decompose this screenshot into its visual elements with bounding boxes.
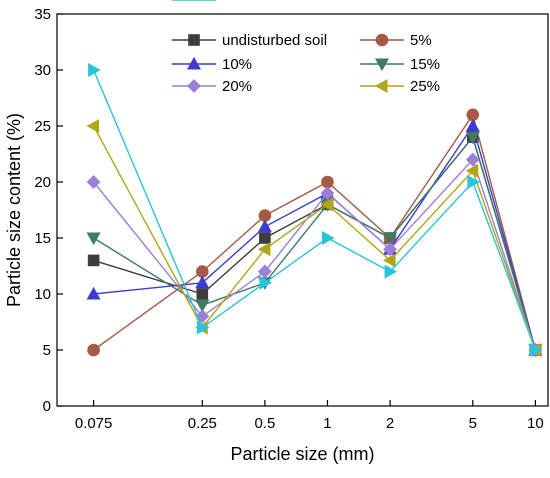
x-tick-label: 0.25 — [188, 415, 217, 432]
y-tick-label: 30 — [34, 62, 51, 79]
legend-marker — [374, 78, 388, 94]
data-point — [383, 242, 397, 257]
series-layer — [86, 62, 543, 358]
data-point — [320, 197, 333, 212]
data-point — [465, 152, 480, 167]
data-point — [86, 232, 101, 246]
data-point — [257, 219, 272, 233]
legend-label: undisturbed soil — [222, 32, 327, 49]
series-line — [93, 158, 537, 351]
data-point — [86, 286, 101, 300]
series-6 — [88, 62, 543, 358]
x-tick-label: 5 — [469, 415, 477, 432]
x-tick-label: 10 — [527, 415, 544, 432]
legend-marker — [188, 34, 200, 46]
data-point — [259, 232, 271, 244]
legend-marker — [374, 58, 390, 72]
data-point — [321, 230, 335, 246]
data-point — [465, 163, 479, 178]
legend-item-3: 15% — [360, 56, 440, 73]
y-tick-label: 15 — [34, 230, 51, 247]
x-tick-label: 0.075 — [75, 415, 113, 432]
legend-item-4: 20% — [172, 78, 252, 95]
series-1 — [87, 108, 542, 357]
data-point — [196, 288, 209, 300]
data-point — [383, 232, 398, 246]
legend-label: 5% — [410, 32, 432, 49]
legend-marker — [375, 33, 389, 47]
y-tick-label: 25 — [34, 118, 51, 135]
legend-label: 20% — [222, 78, 252, 95]
data-point — [196, 320, 210, 335]
data-point — [257, 242, 271, 257]
data-point — [259, 275, 273, 290]
data-point — [195, 299, 210, 313]
legend-marker — [187, 79, 201, 93]
legend-item-1: 5% — [360, 32, 432, 49]
series-line — [93, 113, 537, 351]
y-tick-label: 20 — [34, 174, 51, 191]
data-point — [86, 175, 101, 189]
series-3 — [86, 131, 543, 358]
data-point — [384, 264, 398, 279]
data-point — [467, 174, 480, 190]
data-point — [87, 343, 100, 357]
x-tick-label: 2 — [386, 415, 394, 432]
y-axis-title: Particle size content (%) — [4, 113, 24, 307]
data-point — [529, 342, 543, 358]
legend-label: 15% — [410, 56, 440, 73]
legend-item-6: 30% — [172, 0, 252, 4]
data-point — [87, 254, 100, 267]
legend-marker — [186, 56, 202, 70]
data-point — [257, 264, 272, 279]
plot-frame — [56, 13, 549, 407]
data-point — [465, 131, 480, 145]
data-point — [86, 118, 100, 134]
x-tick-label: 1 — [323, 415, 331, 432]
data-point — [382, 253, 396, 268]
y-tick-label: 35 — [34, 6, 51, 23]
data-point — [465, 118, 480, 132]
legend-item-5: 25% — [360, 78, 440, 95]
data-point — [88, 62, 101, 78]
data-point — [195, 275, 210, 289]
x-tick-label: 0.5 — [254, 415, 275, 432]
legend-item-2: 10% — [172, 56, 252, 73]
legend-label: 10% — [222, 56, 252, 73]
data-point — [320, 186, 335, 201]
legend-label: 25% — [410, 78, 440, 95]
legend-label: 30% — [222, 0, 252, 4]
legend: undisturbed soil 5% 10% 15% 20% 25% 30% — [172, 0, 440, 95]
legend-item-0: undisturbed soil — [172, 32, 327, 49]
x-axis-title: Particle size (mm) — [230, 444, 374, 464]
y-tick-label: 10 — [34, 286, 51, 303]
y-tick-label: 0 — [43, 398, 51, 415]
y-tick-label: 5 — [43, 342, 51, 359]
